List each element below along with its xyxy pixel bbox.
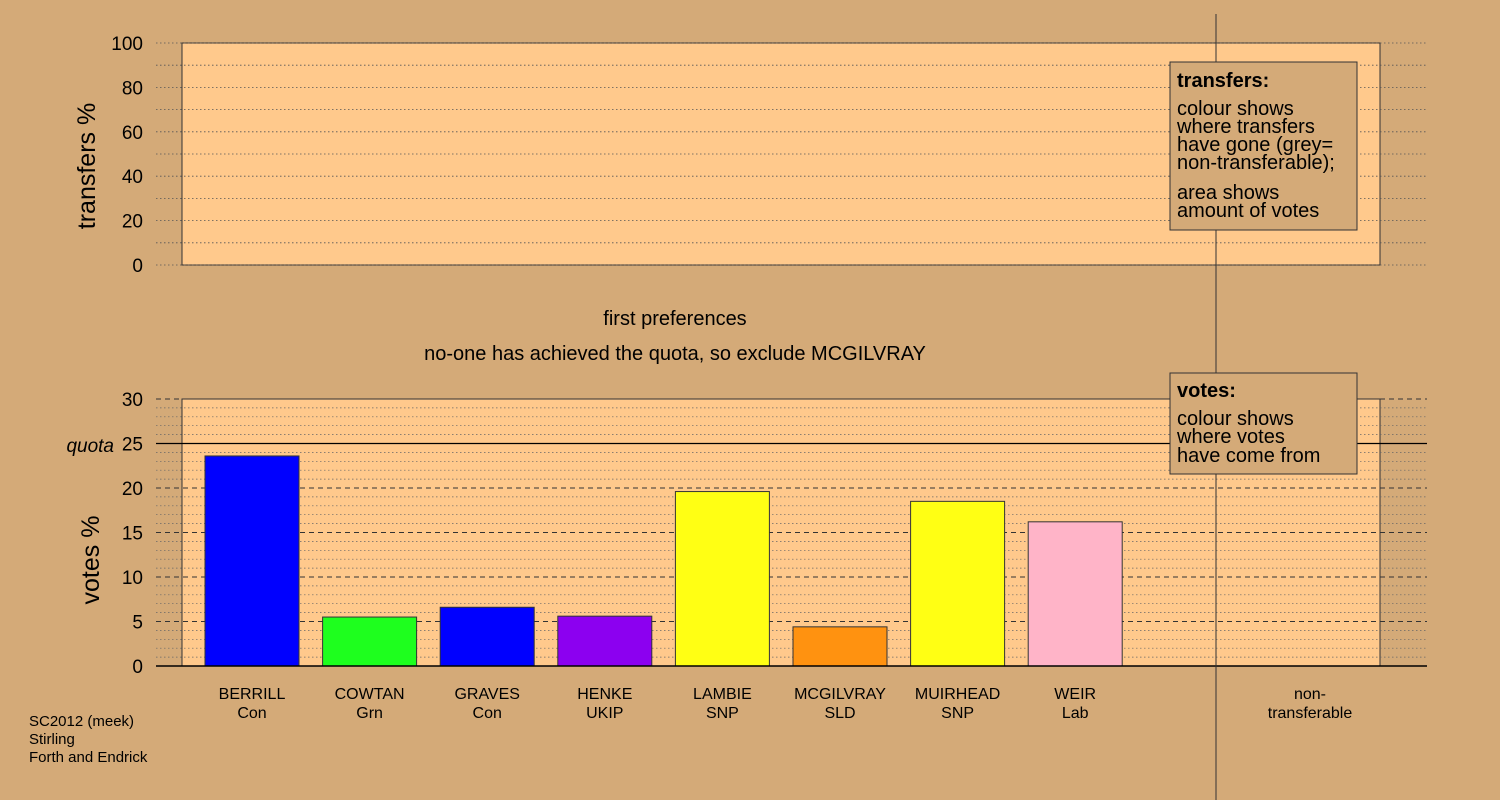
footer-line: SC2012 (meek) <box>29 713 134 730</box>
vote-bar-muirhead <box>910 500 1006 667</box>
transfers-tick-label: 60 <box>122 123 143 144</box>
candidate-name: WEIR <box>1054 686 1096 703</box>
candidate-name: BERRILL <box>219 686 286 703</box>
votes-tick-label: 25 <box>122 435 143 456</box>
transfers-tick-labels: 0 20 40 60 80 100 <box>111 34 143 277</box>
candidate-party: Con <box>473 705 502 722</box>
transfers-tick-label: 0 <box>132 256 143 277</box>
candidate-labels: BERRILL Con COWTAN Grn GRAVES Con HENKE UKIP LAM… <box>219 686 1096 722</box>
vote-bar-graves <box>439 606 535 667</box>
candidate-name: COWTAN <box>335 686 405 703</box>
votes-legend-line: have come from <box>1177 445 1320 467</box>
votes-legend-line: where votes <box>1176 426 1285 448</box>
transfers-tick-label: 100 <box>111 34 143 55</box>
candidate-party: SNP <box>941 705 974 722</box>
transfers-legend-title: transfers: <box>1177 70 1269 92</box>
votes-tick-label: 0 <box>132 657 143 678</box>
nontransferable-label: transferable <box>1268 705 1353 722</box>
candidate-party: UKIP <box>586 705 623 722</box>
transfers-legend-line: amount of votes <box>1177 200 1319 222</box>
transfers-tick-label: 20 <box>122 212 143 233</box>
vote-bars <box>204 455 1123 667</box>
stage-description: no-one has achieved the quota, so exclud… <box>424 343 926 365</box>
vote-bar-weir <box>1027 521 1123 667</box>
vote-bar-lambie <box>674 491 770 667</box>
votes-legend-line: colour shows <box>1177 408 1294 430</box>
stage-caption: first preferences <box>603 308 746 330</box>
votes-legend-title: votes: <box>1177 380 1236 402</box>
transfers-legend: transfers: colour shows where transfers … <box>1169 61 1358 231</box>
transfers-legend-line: area shows <box>1177 182 1279 204</box>
candidate-party: SNP <box>706 705 739 722</box>
votes-tick-label: 5 <box>132 613 143 634</box>
candidate-name: GRAVES <box>454 686 520 703</box>
transfers-tick-label: 40 <box>122 167 143 188</box>
footer-line: Forth and Endrick <box>29 749 148 766</box>
vote-bar-cowtan <box>322 616 418 667</box>
vote-bar-henke <box>557 615 653 667</box>
candidate-name: HENKE <box>577 686 632 703</box>
votes-tick-labels: 0 5 10 15 20 25 30 <box>122 390 143 678</box>
quota-label: quota <box>66 436 114 457</box>
transfers-legend-line: non-transferable); <box>1177 152 1335 174</box>
candidate-name: LAMBIE <box>693 686 752 703</box>
votes-tick-label: 10 <box>122 568 143 589</box>
transfers-y-axis-label: transfers % <box>73 103 101 229</box>
vote-bar-mcgilvray <box>792 626 888 667</box>
transfers-legend-line: have gone (grey= <box>1177 134 1333 156</box>
candidate-party: Lab <box>1062 705 1089 722</box>
nontransferable-label: non- <box>1294 686 1326 703</box>
votes-tick-label: 30 <box>122 390 143 411</box>
candidate-party: SLD <box>824 705 855 722</box>
candidate-party: Con <box>237 705 266 722</box>
votes-tick-label: 15 <box>122 524 143 545</box>
transfers-tick-label: 80 <box>122 78 143 99</box>
transfers-legend-line: where transfers <box>1176 116 1315 138</box>
votes-legend: votes: colour shows where votes have com… <box>1169 372 1358 475</box>
vote-bar-berrill <box>204 455 300 667</box>
footer-line: Stirling <box>29 731 75 748</box>
candidate-name: MCGILVRAY <box>794 686 886 703</box>
candidate-party: Grn <box>356 705 383 722</box>
votes-tick-label: 20 <box>122 479 143 500</box>
candidate-name: MUIRHEAD <box>915 686 1000 703</box>
transfers-legend-line: colour shows <box>1177 98 1294 120</box>
votes-y-axis-label: votes % <box>77 516 105 605</box>
